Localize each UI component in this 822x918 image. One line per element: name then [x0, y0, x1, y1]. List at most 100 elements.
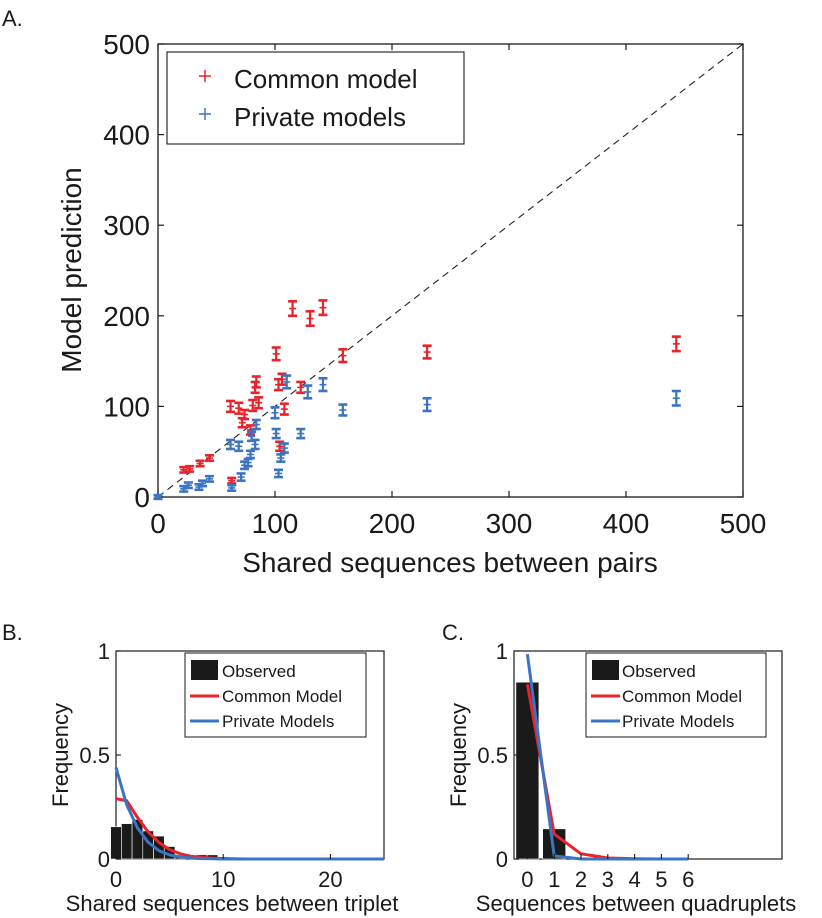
panel-c-legend: Observed Common Model Private Models — [585, 652, 767, 738]
point-common-model — [234, 401, 244, 415]
point-common-model — [204, 454, 214, 463]
panel-b-y-ticks: 00.51 — [79, 639, 121, 872]
bar-observed — [121, 823, 133, 860]
y-tick-label: 400 — [103, 120, 150, 151]
line-private-models — [114, 767, 384, 861]
point-private-models — [250, 438, 260, 451]
x-tick-label: 100 — [252, 508, 299, 539]
x-tick-label: 10 — [211, 867, 235, 892]
point-private-models — [251, 418, 261, 431]
point-private-models — [270, 406, 280, 420]
point-common-model — [305, 309, 315, 328]
y-tick-label: 300 — [103, 210, 150, 241]
point-private-models — [153, 493, 163, 501]
point-private-models — [245, 449, 255, 460]
point-private-models — [234, 440, 244, 453]
x-tick-label: 300 — [486, 508, 533, 539]
panel-a-label: A. — [2, 6, 23, 31]
point-private-models — [226, 438, 236, 451]
point-private-models — [296, 427, 306, 440]
point-common-model — [279, 402, 289, 416]
point-private-models — [274, 468, 284, 479]
point-private-models — [183, 481, 193, 490]
y-tick-label: 500 — [103, 29, 150, 60]
x-tick-label: 0 — [110, 867, 122, 892]
point-common-model — [277, 372, 287, 386]
panel-b-legend-observed-swatch — [191, 660, 218, 680]
panel-a-legend-box — [166, 51, 465, 145]
point-common-model — [227, 476, 237, 485]
y-tick-label: 0.5 — [79, 743, 110, 768]
y-tick-label: 100 — [103, 391, 150, 422]
x-tick-label: 400 — [603, 508, 650, 539]
x-tick-label: 3 — [602, 867, 614, 892]
x-tick-label: 5 — [655, 867, 667, 892]
panel-c-bars — [515, 681, 567, 860]
point-private-models — [204, 474, 214, 483]
point-common-model — [195, 459, 205, 468]
legend-marker-common-model — [199, 70, 211, 82]
panel-b-legend: Observed Common Model Private Models — [184, 652, 367, 738]
point-private-models — [303, 384, 313, 400]
panel-a-y-axis-label: Model prediction — [56, 167, 87, 372]
point-common-model — [296, 380, 306, 395]
panel-a-y-ticks: 0 100 200 300 400 500 — [103, 29, 743, 513]
point-private-models — [422, 396, 432, 413]
panel-b-legend-common-model: Common Model — [222, 687, 342, 706]
point-private-models — [276, 453, 286, 463]
point-private-models — [318, 377, 328, 393]
x-tick-label: 20 — [318, 867, 342, 892]
panel-b-bars — [110, 819, 229, 860]
x-tick-label: 0 — [521, 867, 533, 892]
y-tick-label: 0 — [496, 847, 508, 872]
panel-a-x-ticks: 0 100 200 300 400 500 — [150, 44, 766, 539]
point-common-model — [271, 346, 281, 362]
x-tick-label: 4 — [628, 867, 640, 892]
point-common-model — [671, 335, 681, 353]
panel-b-y-axis-label: Frequency — [48, 703, 73, 807]
point-common-model — [275, 440, 285, 453]
y-tick-label: 1 — [98, 639, 110, 664]
panel-b-lines — [114, 767, 384, 861]
panel-b: B. 00.51 0 10 20 Shared sequences between … — [2, 620, 398, 916]
panel-b-x-axis-label: Shared sequences between triplet — [66, 891, 399, 916]
point-private-models — [671, 389, 681, 407]
point-private-models — [282, 374, 292, 390]
point-common-model — [422, 344, 432, 360]
panel-c-legend-common-model: Common Model — [622, 687, 742, 706]
x-tick-label: 1 — [548, 867, 560, 892]
point-private-models — [227, 483, 237, 492]
x-tick-label: 0 — [150, 508, 166, 539]
panel-a-legend: Common model Private models — [166, 51, 465, 145]
panel-a-plot-frame — [157, 43, 744, 498]
y-tick-label: 0.5 — [477, 743, 508, 768]
point-common-model — [288, 300, 298, 318]
point-private-models — [236, 472, 246, 482]
x-tick-label: 2 — [575, 867, 587, 892]
panel-c-legend-observed-swatch — [592, 660, 619, 680]
panel-c-x-axis-label: Sequences between quadruplets — [476, 891, 796, 916]
panel-b-x-ticks: 0 10 20 — [110, 854, 343, 892]
point-common-model — [240, 408, 250, 421]
x-tick-label: 6 — [682, 867, 694, 892]
legend-label-common-model: Common model — [234, 64, 418, 94]
point-common-model — [254, 396, 264, 410]
panel-a-points — [153, 299, 681, 501]
point-common-model — [318, 299, 328, 317]
point-private-models — [271, 427, 281, 440]
panel-a: A. 0 100 200 300 400 500 0 100 200 300 400 500 Sha… — [2, 6, 766, 578]
point-common-model — [248, 398, 258, 413]
y-tick-label: 200 — [103, 301, 150, 332]
panel-b-legend-observed: Observed — [222, 662, 296, 681]
y-tick-label: 0 — [134, 482, 150, 513]
point-common-model — [251, 375, 261, 389]
y-tick-label: 0 — [98, 847, 110, 872]
point-common-model — [226, 399, 236, 414]
point-private-models — [279, 442, 289, 454]
y-tick-label: 1 — [496, 639, 508, 664]
x-tick-label: 500 — [720, 508, 767, 539]
point-private-models — [338, 403, 348, 417]
